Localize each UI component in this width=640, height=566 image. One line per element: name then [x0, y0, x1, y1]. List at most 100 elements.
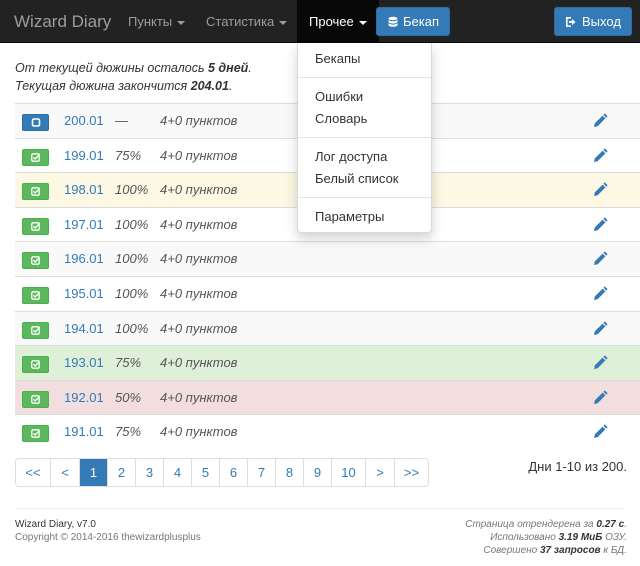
table-row: 193.01 75% 4+0 пунктов: [15, 345, 640, 380]
page-7[interactable]: 7: [247, 459, 275, 486]
render-time-value: 0.27 с: [596, 519, 625, 530]
footer-divider: [15, 508, 625, 509]
days-left-suffix: .: [248, 61, 252, 75]
nav-menu-statistics[interactable]: Статистика: [194, 0, 299, 43]
dozen-end-text: Текущая дюжина закончится 204.01.: [15, 79, 232, 93]
day-completion: 100%: [115, 286, 149, 301]
day-done-button[interactable]: [22, 252, 49, 269]
page-5[interactable]: 5: [191, 459, 219, 486]
brand-link[interactable]: Wizard Diary: [14, 12, 112, 31]
day-link[interactable]: 193.01: [64, 355, 104, 370]
check-square-icon: [31, 153, 41, 162]
day-completion: 100%: [115, 321, 149, 336]
table-row: 192.01 50% 4+0 пунктов: [15, 380, 640, 415]
check-square-icon: [31, 429, 41, 438]
day-link[interactable]: 191.01: [64, 424, 104, 439]
pencil-icon[interactable]: [592, 390, 608, 406]
check-square-icon: [31, 360, 41, 369]
day-points: 4+0 пунктов: [160, 424, 238, 439]
page-6[interactable]: 6: [219, 459, 247, 486]
current-day-button[interactable]: [22, 114, 49, 131]
sign-out-icon: [566, 17, 576, 27]
page-9[interactable]: 9: [303, 459, 331, 486]
pencil-icon[interactable]: [592, 113, 608, 129]
pencil-icon[interactable]: [592, 217, 608, 233]
render-time-prefix: Страница отрендерена за: [465, 519, 597, 530]
table-row: 194.01 100% 4+0 пунктов: [15, 311, 640, 346]
day-done-button[interactable]: [22, 391, 49, 408]
footer-query-count: Совершено 37 запросов к БД.: [483, 545, 627, 556]
check-square-icon: [31, 291, 41, 300]
menu-divider: [298, 197, 431, 198]
day-done-button[interactable]: [22, 322, 49, 339]
page-8[interactable]: 8: [275, 459, 303, 486]
check-square-icon: [31, 326, 41, 335]
render-time-suffix: .: [624, 519, 627, 530]
caret-down-icon: [177, 20, 186, 25]
check-square-icon: [31, 187, 41, 196]
page-3[interactable]: 3: [135, 459, 163, 486]
days-left-prefix: От текущей дюжины осталось: [15, 61, 208, 75]
other-dropdown-menu: Бекапы Ошибки Словарь Лог доступа Белый …: [297, 43, 432, 233]
days-left-value: 5 дней: [208, 61, 249, 75]
pencil-icon[interactable]: [592, 321, 608, 337]
nav-menu-items[interactable]: Пункты: [116, 0, 197, 43]
backup-button[interactable]: Бекап: [376, 7, 451, 36]
menu-item-whitelist[interactable]: Белый список: [315, 171, 399, 186]
square-icon: [31, 118, 41, 127]
page-2[interactable]: 2: [107, 459, 135, 486]
day-link[interactable]: 197.01: [64, 217, 104, 232]
page-last[interactable]: >>: [394, 459, 428, 486]
footer-render-time: Страница отрендерена за 0.27 с.: [465, 519, 627, 530]
navbar: Wizard Diary Пункты Статистика Прочее Бе…: [0, 0, 640, 43]
day-done-button[interactable]: [22, 425, 49, 442]
menu-item-errors[interactable]: Ошибки: [315, 89, 364, 104]
day-points: 4+0 пунктов: [160, 390, 238, 405]
pencil-icon[interactable]: [592, 251, 608, 267]
day-done-button[interactable]: [22, 183, 49, 200]
day-link[interactable]: 195.01: [64, 286, 104, 301]
day-done-button[interactable]: [22, 356, 49, 373]
day-link[interactable]: 199.01: [64, 148, 104, 163]
page-10[interactable]: 10: [331, 459, 365, 486]
pencil-icon[interactable]: [592, 148, 608, 164]
database-icon: [388, 16, 398, 27]
logout-button[interactable]: Выход: [554, 7, 632, 36]
page-1[interactable]: 1: [79, 459, 107, 486]
day-link[interactable]: 194.01: [64, 321, 104, 336]
footer-memory-usage: Использовано 3.19 МиБ ОЗУ.: [490, 532, 627, 543]
day-completion: 100%: [115, 251, 149, 266]
day-link[interactable]: 200.01: [64, 113, 104, 128]
page-first[interactable]: <<: [16, 459, 50, 486]
menu-item-parameters[interactable]: Параметры: [315, 209, 385, 224]
day-link[interactable]: 192.01: [64, 390, 104, 405]
page-4[interactable]: 4: [163, 459, 191, 486]
queries-value: 37 запросов: [540, 545, 601, 556]
footer-copyright: Copyright © 2014-2016 thewizardplusplus: [15, 532, 201, 543]
day-points: 4+0 пунктов: [160, 182, 238, 197]
day-completion: 100%: [115, 182, 149, 197]
page-next[interactable]: >: [365, 459, 394, 486]
nav-menu-other[interactable]: Прочее: [297, 0, 379, 43]
day-points: 4+0 пунктов: [160, 355, 238, 370]
menu-item-access-log[interactable]: Лог доступа: [315, 149, 388, 164]
menu-item-backups[interactable]: Бекапы: [315, 51, 361, 66]
pagination: << < 1 2 3 4 5 6 7 8 9 10 > >>: [15, 458, 429, 487]
pencil-icon[interactable]: [592, 286, 608, 302]
menu-item-dictionary[interactable]: Словарь: [315, 111, 368, 126]
day-done-button[interactable]: [22, 287, 49, 304]
pencil-icon[interactable]: [592, 182, 608, 198]
caret-down-icon: [358, 20, 367, 25]
check-square-icon: [31, 222, 41, 231]
day-link[interactable]: 198.01: [64, 182, 104, 197]
page-prev[interactable]: <: [50, 459, 79, 486]
table-row: 191.01 75% 4+0 пунктов: [15, 414, 640, 449]
menu-divider: [298, 137, 431, 138]
day-done-button[interactable]: [22, 149, 49, 166]
day-done-button[interactable]: [22, 218, 49, 235]
day-link[interactable]: 196.01: [64, 251, 104, 266]
pencil-icon[interactable]: [592, 355, 608, 371]
pencil-icon[interactable]: [592, 424, 608, 440]
pagination-summary: Дни 1-10 из 200.: [528, 459, 627, 474]
dozen-end-prefix: Текущая дюжина закончится: [15, 79, 191, 93]
